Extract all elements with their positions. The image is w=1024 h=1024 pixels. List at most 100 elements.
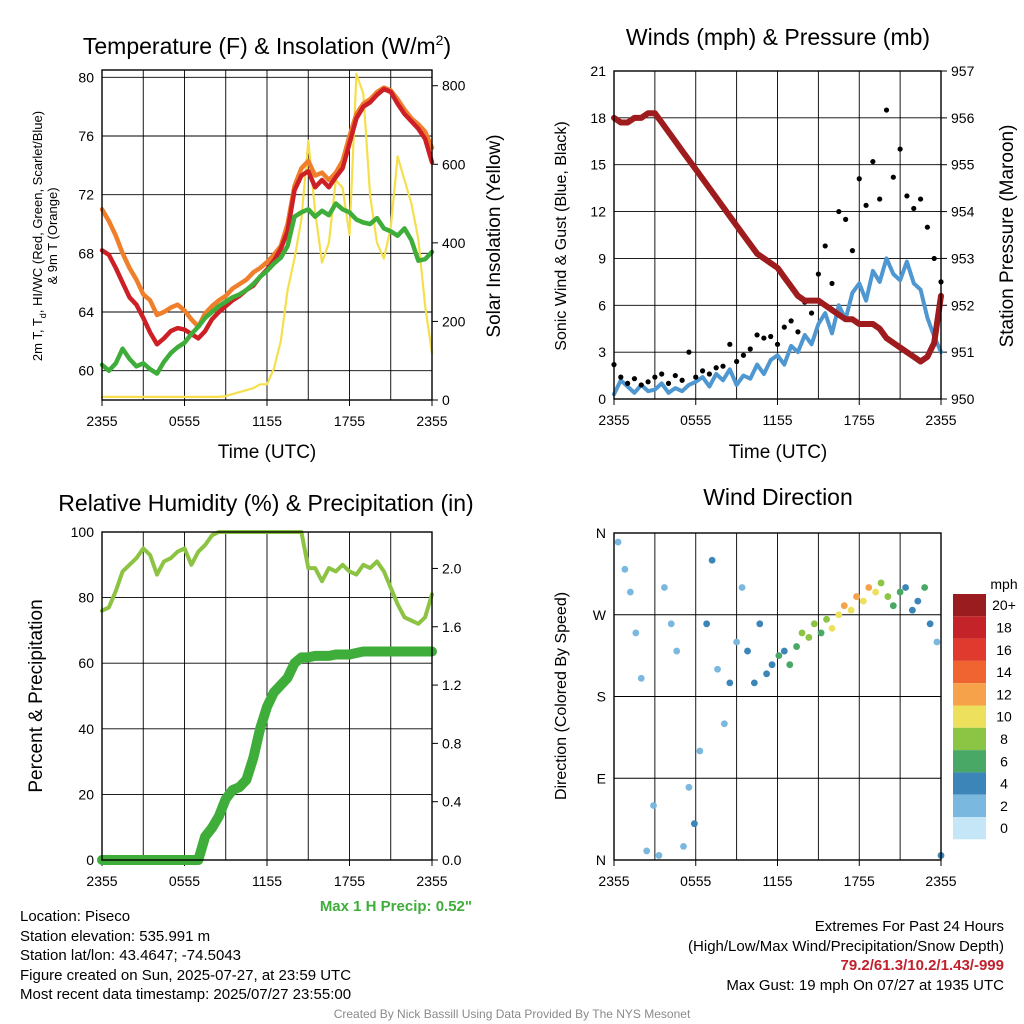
created-text: Figure created on Sun, 2025-07-27, at 23… [20,966,352,984]
wind-xtick-label: 1155 [762,412,792,428]
direction-point [877,579,885,587]
direction-point [614,538,622,546]
temp-ytick-label: 60 [78,363,94,379]
temperature-title: Temperature (F) & Insolation (W/m2) [83,32,451,59]
rh-ytick-label: 80 [78,590,94,606]
gust-point [904,193,910,199]
rh-y2tick-label: 1.6 [442,619,462,635]
direction-point [685,783,693,791]
colorbar-swatch [953,594,986,617]
direction-point [637,674,645,682]
gust-point [863,202,869,208]
gust-point [917,196,924,202]
rh-ytick-label: 40 [78,721,94,737]
gust-point [870,158,876,165]
direction-point [756,620,764,628]
direction-point [667,620,675,628]
rh-xtick-label: 1155 [252,873,282,889]
colorbar-swatch [953,794,986,817]
dir-ytick-label: N [596,852,606,868]
gust-point [625,380,631,386]
direction-point [835,611,843,619]
temp-xtick-label: 1155 [252,413,282,429]
gust-point [774,341,781,347]
temp-border [101,69,433,401]
gust-point [924,224,930,230]
wind-xtick-label: 1755 [844,412,875,428]
direction-point [847,606,855,614]
wind-ytick-label: 21 [590,63,606,79]
direction-point [655,852,663,859]
gust-point [665,380,672,386]
gust-point [856,176,862,182]
direction-point [626,588,634,596]
direction-point [696,747,704,755]
winds-panel: Winds (mph) & Pressure (mb) 0 3 6 9 12 15 18 21… [553,24,1018,463]
temperature-xlabel: Time (UTC) [218,442,317,463]
gust-point [808,310,815,316]
dir-xtick-label: 2355 [925,873,956,889]
wind-ytick-label: 15 [590,157,606,173]
wind-y2tick-label: 952 [951,297,975,313]
winds-ylabel-left: Sonic Wind & Gust (Blue, Black) [553,121,570,350]
wind-y2tick-label: 956 [951,110,975,126]
direction-point [786,661,794,669]
temp-y2tick-label: 600 [442,156,466,172]
direction-point [798,629,806,637]
direction-point [817,629,825,637]
direction-point [661,584,668,591]
direction-point [865,584,873,591]
colorbar-swatch [953,772,986,795]
gust-point [638,382,644,388]
direction-point [902,584,909,591]
gust-point [720,363,726,369]
temp-xtick-label: 0555 [169,413,200,429]
temp-xtick-label: 2355 [416,413,447,429]
colorbar-label: 6 [1000,753,1008,769]
direction-point [708,556,716,564]
direction-point [884,593,892,600]
direction-point [744,647,751,655]
gust-point [727,341,733,347]
colorbar-swatch [953,750,986,773]
temp-ytick-label: 64 [78,304,94,320]
direction-point [763,670,770,678]
wind-ytick-label: 0 [598,391,606,407]
wind-ytick-label: 18 [590,110,606,126]
wind-y2tick-label: 951 [951,344,975,360]
direction-point [775,652,783,660]
elevation-text: Station elevation: 535.991 m [20,927,211,945]
temp-y2tick-label: 800 [442,78,466,94]
temp-xtick-label: 1755 [334,413,365,429]
gust-point [713,365,719,371]
direction-point [859,597,867,605]
colorbar-swatch [953,660,986,684]
direction-point [738,584,746,591]
direction-point [853,593,860,600]
direction-point [621,565,629,573]
winds-title: Winds (mph) & Pressure (mb) [626,24,930,50]
extremes-info: Extremes For Past 24 Hours (High/Low/Max… [688,917,1004,995]
temp-ytick-label: 72 [78,187,94,203]
direction-point [750,679,758,687]
gust-point [679,377,685,383]
latlon-text: Station lat/lon: 43.4647; -74.5043 [20,947,242,964]
gust-point [897,146,903,152]
wind-xtick-label: 2355 [925,412,956,428]
colorbar-title: mph [990,576,1017,592]
colorbar-swatch [953,683,986,706]
colorbar-label: 18 [996,619,1012,635]
direction-point [810,620,818,628]
colorbar-swatch [953,638,986,661]
max-gust-text: Max Gust: 19 mph On 07/27 at 1935 UTC [726,976,1004,994]
gust-point [890,174,896,180]
direction-point [632,629,640,637]
direction-point [720,720,728,728]
direction-point [643,847,651,855]
gust-point [754,332,760,338]
temp-ytick-label: 80 [78,69,94,85]
colorbar-swatch [953,705,986,728]
gust-point [686,349,692,355]
rh-y2tick-label: 0.8 [442,735,462,751]
colorbar-swatch [953,616,986,639]
